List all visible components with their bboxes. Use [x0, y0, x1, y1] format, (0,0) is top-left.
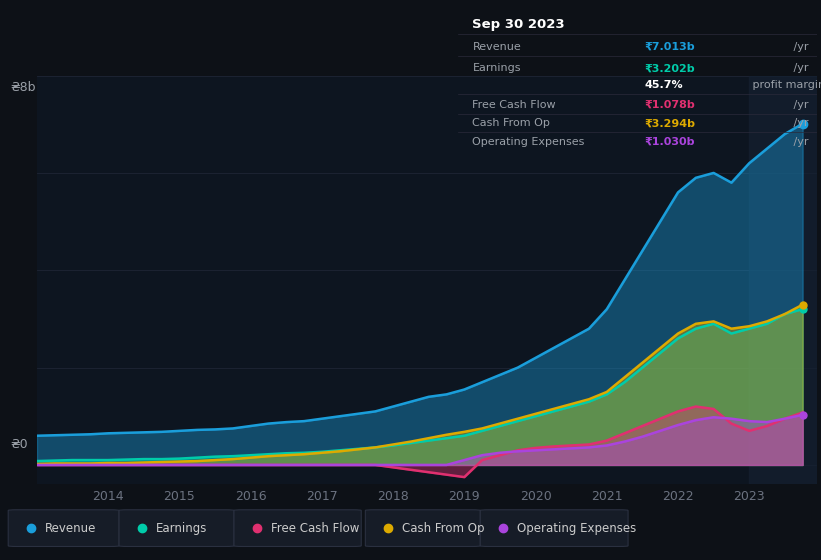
Text: Operating Expenses: Operating Expenses [517, 521, 636, 535]
Text: ₹7.013b: ₹7.013b [644, 42, 695, 52]
Text: /yr: /yr [791, 63, 809, 73]
Text: Earnings: Earnings [156, 521, 208, 535]
Text: 45.7%: 45.7% [644, 80, 683, 90]
Text: /yr: /yr [791, 118, 809, 128]
FancyBboxPatch shape [119, 510, 234, 547]
Text: ₹3.294b: ₹3.294b [644, 118, 695, 128]
FancyBboxPatch shape [480, 510, 628, 547]
Text: ₹1.030b: ₹1.030b [644, 137, 695, 147]
Text: Revenue: Revenue [45, 521, 97, 535]
Text: Earnings: Earnings [472, 63, 521, 73]
Text: ₴0: ₴0 [10, 438, 27, 451]
Text: /yr: /yr [791, 137, 809, 147]
Text: Operating Expenses: Operating Expenses [472, 137, 585, 147]
Text: ₹1.078b: ₹1.078b [644, 100, 695, 110]
FancyBboxPatch shape [8, 510, 119, 547]
Text: Free Cash Flow: Free Cash Flow [271, 521, 360, 535]
Text: ₹3.202b: ₹3.202b [644, 63, 695, 73]
Bar [750, 76, 817, 484]
Text: Revenue: Revenue [472, 42, 521, 52]
Text: ₴8b: ₴8b [10, 81, 35, 94]
FancyBboxPatch shape [234, 510, 361, 547]
FancyBboxPatch shape [365, 510, 480, 547]
Text: Sep 30 2023: Sep 30 2023 [472, 18, 565, 31]
Text: Cash From Op: Cash From Op [402, 521, 484, 535]
Text: profit margin: profit margin [749, 80, 821, 90]
Text: /yr: /yr [791, 42, 809, 52]
Text: /yr: /yr [791, 100, 809, 110]
Text: Cash From Op: Cash From Op [472, 118, 550, 128]
Text: Free Cash Flow: Free Cash Flow [472, 100, 556, 110]
